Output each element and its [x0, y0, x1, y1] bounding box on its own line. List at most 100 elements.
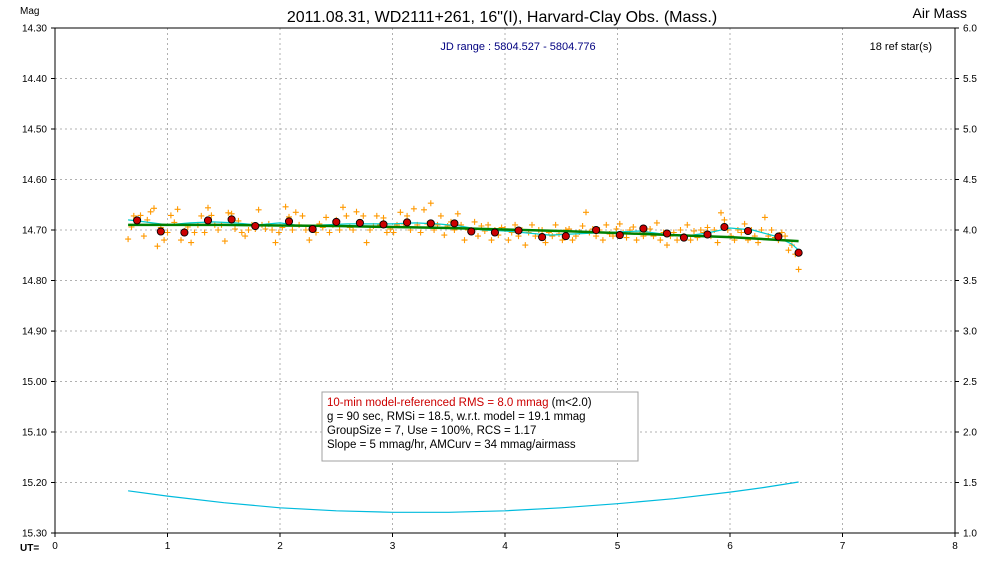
group-point [514, 226, 523, 235]
individual-point [697, 227, 704, 233]
individual-point [151, 205, 157, 212]
x-tick-label: 0 [52, 541, 58, 552]
x-tick-label: 4 [502, 541, 508, 552]
group-point [662, 229, 672, 238]
individual-point [761, 214, 768, 221]
individual-point [299, 212, 306, 219]
individual-point [164, 229, 171, 236]
individual-point [714, 239, 721, 246]
airmass-curve [128, 481, 799, 513]
individual-point [657, 237, 664, 244]
individual-point [437, 212, 444, 219]
individual-point [302, 227, 309, 233]
group-point [450, 219, 459, 228]
individual-point [215, 227, 222, 233]
individual-point [458, 221, 465, 228]
x-axis-label: UT= [20, 543, 39, 554]
individual-point [397, 209, 404, 216]
group-point [774, 232, 783, 241]
individual-point [353, 208, 360, 215]
y-right-tick-label: 3.0 [963, 327, 977, 338]
individual-point [198, 212, 205, 219]
group-point [156, 227, 165, 236]
individual-point [336, 227, 343, 233]
info-box: 10-min model-referenced RMS = 8.0 mmag (… [321, 391, 639, 462]
model-line [128, 223, 799, 243]
group-point [133, 216, 142, 225]
group-point [180, 228, 189, 237]
individual-point [549, 233, 556, 240]
individual-point [782, 233, 789, 240]
y-left-tick-label: 14.50 [22, 125, 47, 136]
individual-point [691, 228, 697, 234]
group-point [332, 217, 341, 226]
y-right-tick-label: 4.0 [963, 226, 977, 237]
group-point [203, 216, 213, 225]
info-line-4: Slope = 5 mmag/hr, AMCurv = 34 mmag/airm… [327, 439, 576, 451]
individual-point [454, 210, 461, 217]
individual-point [441, 232, 448, 239]
individual-point [633, 237, 640, 244]
x-tick-label: 7 [840, 541, 846, 552]
individual-point [664, 242, 670, 249]
y-left-tick-label: 15.10 [22, 428, 47, 439]
individual-point [255, 206, 262, 213]
individual-point [289, 227, 296, 233]
group-averages-series [133, 215, 803, 257]
individual-point [593, 233, 600, 240]
group-point [426, 219, 435, 228]
individual-point [410, 205, 417, 212]
individual-point [647, 226, 654, 232]
individual-point [471, 218, 478, 225]
info-line-2: g = 90 sec, RMSi = 18.5, w.r.t. model = … [327, 411, 586, 423]
y-left-tick-label: 15.30 [22, 529, 47, 540]
individual-point [174, 206, 181, 213]
group-point [538, 233, 547, 242]
individual-point [734, 227, 741, 233]
individual-point [269, 227, 276, 233]
y-left-tick-label: 14.60 [22, 175, 47, 186]
x-tick-label: 3 [390, 541, 396, 552]
group-point [720, 222, 729, 232]
individual-point [161, 237, 168, 244]
group-point [355, 218, 364, 227]
individual-point [687, 237, 694, 244]
individual-point [242, 233, 249, 240]
x-tick-label: 5 [615, 541, 621, 552]
individual-point [292, 209, 299, 216]
individual-point [137, 212, 144, 219]
group-point [743, 226, 753, 236]
individual-point [505, 237, 512, 244]
y-left-tick-label: 14.30 [22, 24, 47, 35]
x-tick-label: 8 [952, 541, 958, 552]
y-left-tick-label: 15.20 [22, 478, 47, 489]
individual-point [677, 227, 684, 233]
y-right-tick-label: 4.5 [963, 175, 977, 186]
individual-point [390, 229, 397, 236]
group-point [561, 232, 570, 241]
individual-point [147, 208, 154, 215]
group-point [679, 233, 688, 242]
group-point [467, 227, 476, 236]
y-right-tick-label: 2.5 [963, 377, 977, 388]
individual-point [225, 209, 232, 216]
individual-point [262, 226, 269, 232]
individual-point [208, 212, 215, 219]
x-tick-label: 6 [727, 541, 733, 552]
individual-point [653, 219, 660, 226]
individual-point [738, 229, 745, 236]
y-axis-left-label: Mag [20, 6, 39, 17]
individual-point [788, 242, 795, 249]
x-tick-label: 2 [277, 541, 283, 552]
individual-point [795, 266, 802, 273]
individual-point [380, 214, 387, 221]
individual-point [785, 247, 792, 254]
info-box-frame [321, 391, 639, 462]
y-right-tick-label: 5.5 [963, 74, 977, 85]
group-point [615, 231, 624, 240]
individual-point [326, 229, 333, 236]
individual-point [188, 239, 195, 246]
individual-point [245, 227, 252, 233]
individual-point [350, 227, 357, 233]
